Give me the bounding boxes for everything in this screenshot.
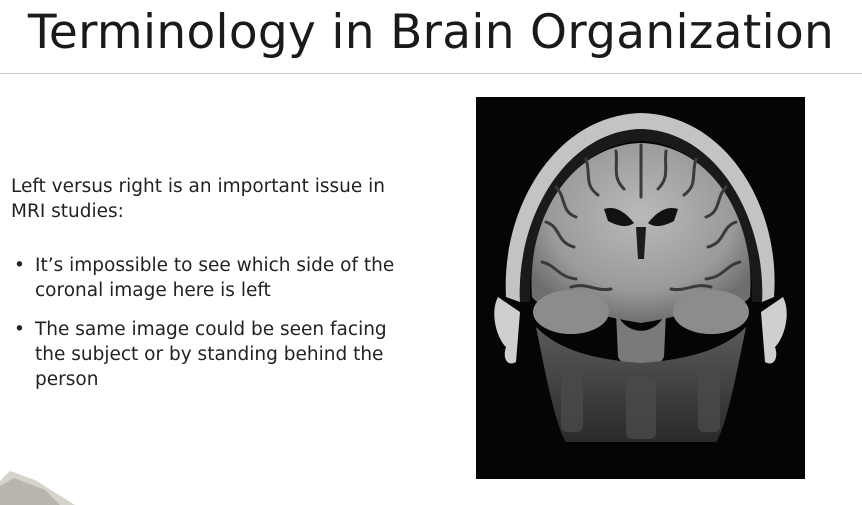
mri-coronal-slice-icon (476, 97, 805, 479)
bullet-text: It’s impossible to see which side of the… (35, 255, 395, 301)
corner-decoration-icon (0, 471, 75, 505)
slide-title: Terminology in Brain Organization (27, 5, 835, 60)
bullet-item: • It’s impossible to see which side of t… (11, 253, 411, 303)
title-divider (0, 73, 862, 74)
bullet-dot: • (14, 255, 25, 276)
bullet-list: • It’s impossible to see which side of t… (11, 253, 411, 406)
mri-image (476, 97, 805, 479)
bullet-dot: • (14, 319, 25, 340)
intro-text: Left versus right is an important issue … (11, 176, 386, 222)
bullet-item: • The same image could be seen facing th… (11, 317, 411, 392)
bullet-text: The same image could be seen facing the … (35, 319, 387, 390)
